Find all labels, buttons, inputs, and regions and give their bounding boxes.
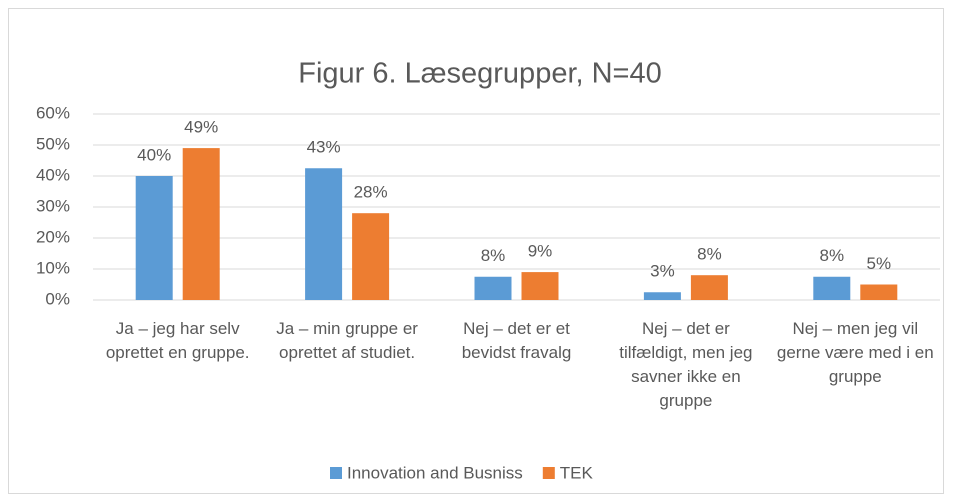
bar	[352, 213, 390, 300]
x-tick-label: Nej – men jeg vil gerne være med i en gr…	[776, 319, 934, 386]
data-label: 8%	[481, 246, 506, 265]
data-label: 3%	[650, 262, 675, 281]
bar	[690, 275, 728, 300]
bar	[182, 148, 220, 300]
x-tick-label: Nej – det er et bevidst fravalg	[461, 319, 572, 362]
bar	[135, 176, 173, 300]
legend-swatch	[330, 467, 342, 479]
bar	[521, 272, 559, 300]
y-tick-label: 0%	[45, 289, 70, 308]
legend-label: Innovation and Busniss	[347, 463, 523, 482]
y-tick-label: 60%	[36, 103, 70, 122]
data-label: 8%	[820, 246, 845, 265]
data-label: 28%	[354, 183, 388, 202]
x-tick-label: Ja – min gruppe er oprettet af studiet.	[276, 319, 418, 362]
legend-label: TEK	[560, 463, 594, 482]
bar	[813, 276, 851, 300]
y-tick-label: 40%	[36, 165, 70, 184]
data-label: 9%	[528, 242, 553, 261]
data-label: 8%	[697, 245, 722, 264]
data-label: 40%	[137, 145, 171, 164]
data-label: 5%	[867, 254, 892, 273]
x-tick-label: Ja – jeg har selv oprettet en gruppe.	[105, 319, 250, 362]
legend-swatch	[542, 467, 555, 479]
data-label: 49%	[184, 118, 218, 137]
chart-title: Figur 6. Læsegrupper, N=40	[298, 58, 662, 90]
y-tick-label: 30%	[36, 196, 70, 215]
bar	[643, 292, 681, 300]
y-tick-label: 50%	[36, 134, 70, 153]
bar	[860, 284, 898, 300]
bar	[474, 276, 512, 300]
y-tick-label: 20%	[36, 227, 70, 246]
bar	[305, 168, 343, 300]
data-label: 43%	[307, 138, 341, 157]
x-tick-label: Nej – det er tilfældigt, men jeg savner …	[619, 319, 753, 410]
y-tick-label: 10%	[36, 258, 70, 277]
